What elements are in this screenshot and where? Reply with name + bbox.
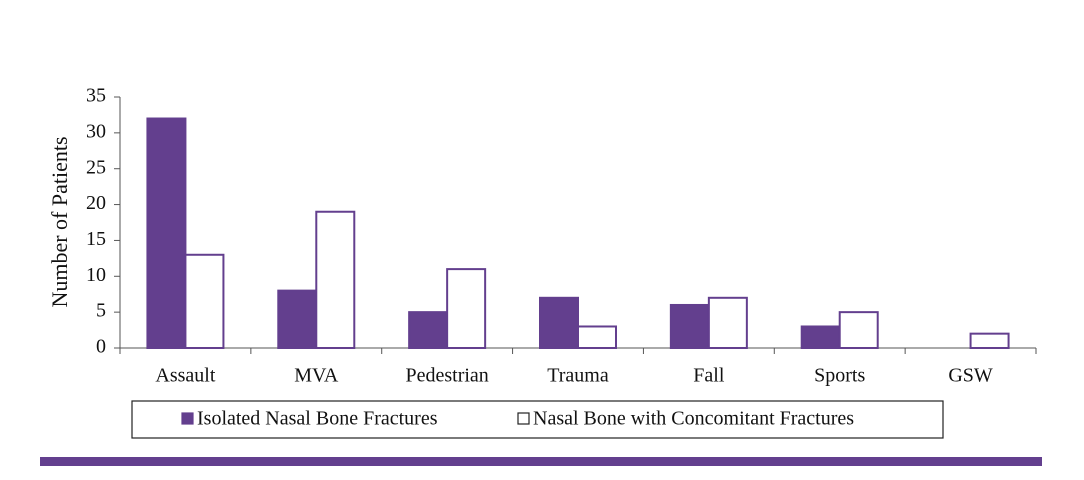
footer-rule: [40, 457, 1042, 466]
bar: [277, 289, 318, 349]
bar: [800, 325, 841, 350]
x-tick-label: Pedestrian: [405, 365, 488, 387]
legend-swatch: [517, 412, 530, 425]
y-tick-label: 5: [96, 300, 106, 322]
bar: [707, 296, 748, 349]
legend-label: Isolated Nasal Bone Fractures: [197, 408, 438, 430]
x-tick-label: Sports: [814, 365, 865, 387]
x-tick-label: Assault: [155, 365, 215, 387]
bar: [669, 303, 710, 350]
y-tick-label: 10: [86, 264, 106, 286]
x-tick-label: MVA: [294, 365, 339, 387]
x-tick-label: Fall: [693, 365, 725, 387]
bar: [408, 311, 449, 349]
y-tick-label: 0: [96, 336, 106, 358]
bar: [446, 268, 487, 349]
bar: [969, 332, 1010, 349]
y-tick-label: 20: [86, 192, 106, 214]
y-tick-label: 15: [86, 228, 106, 250]
legend-label: Nasal Bone with Concomitant Fractures: [533, 408, 854, 430]
bar: [539, 296, 579, 349]
legend-swatch: [181, 412, 194, 425]
x-tick-label: GSW: [948, 365, 993, 387]
bar: [315, 210, 356, 349]
bar: [577, 325, 617, 350]
bar: [838, 311, 879, 349]
x-tick-label: Trauma: [547, 365, 609, 387]
bar: [184, 253, 225, 349]
legend-box: [131, 400, 944, 439]
y-tick-label: 30: [86, 120, 106, 142]
y-tick-label: 35: [86, 85, 106, 107]
y-tick-label: 25: [86, 156, 106, 178]
bar: [146, 117, 187, 349]
y-axis-label: Number of Patients: [47, 136, 72, 307]
